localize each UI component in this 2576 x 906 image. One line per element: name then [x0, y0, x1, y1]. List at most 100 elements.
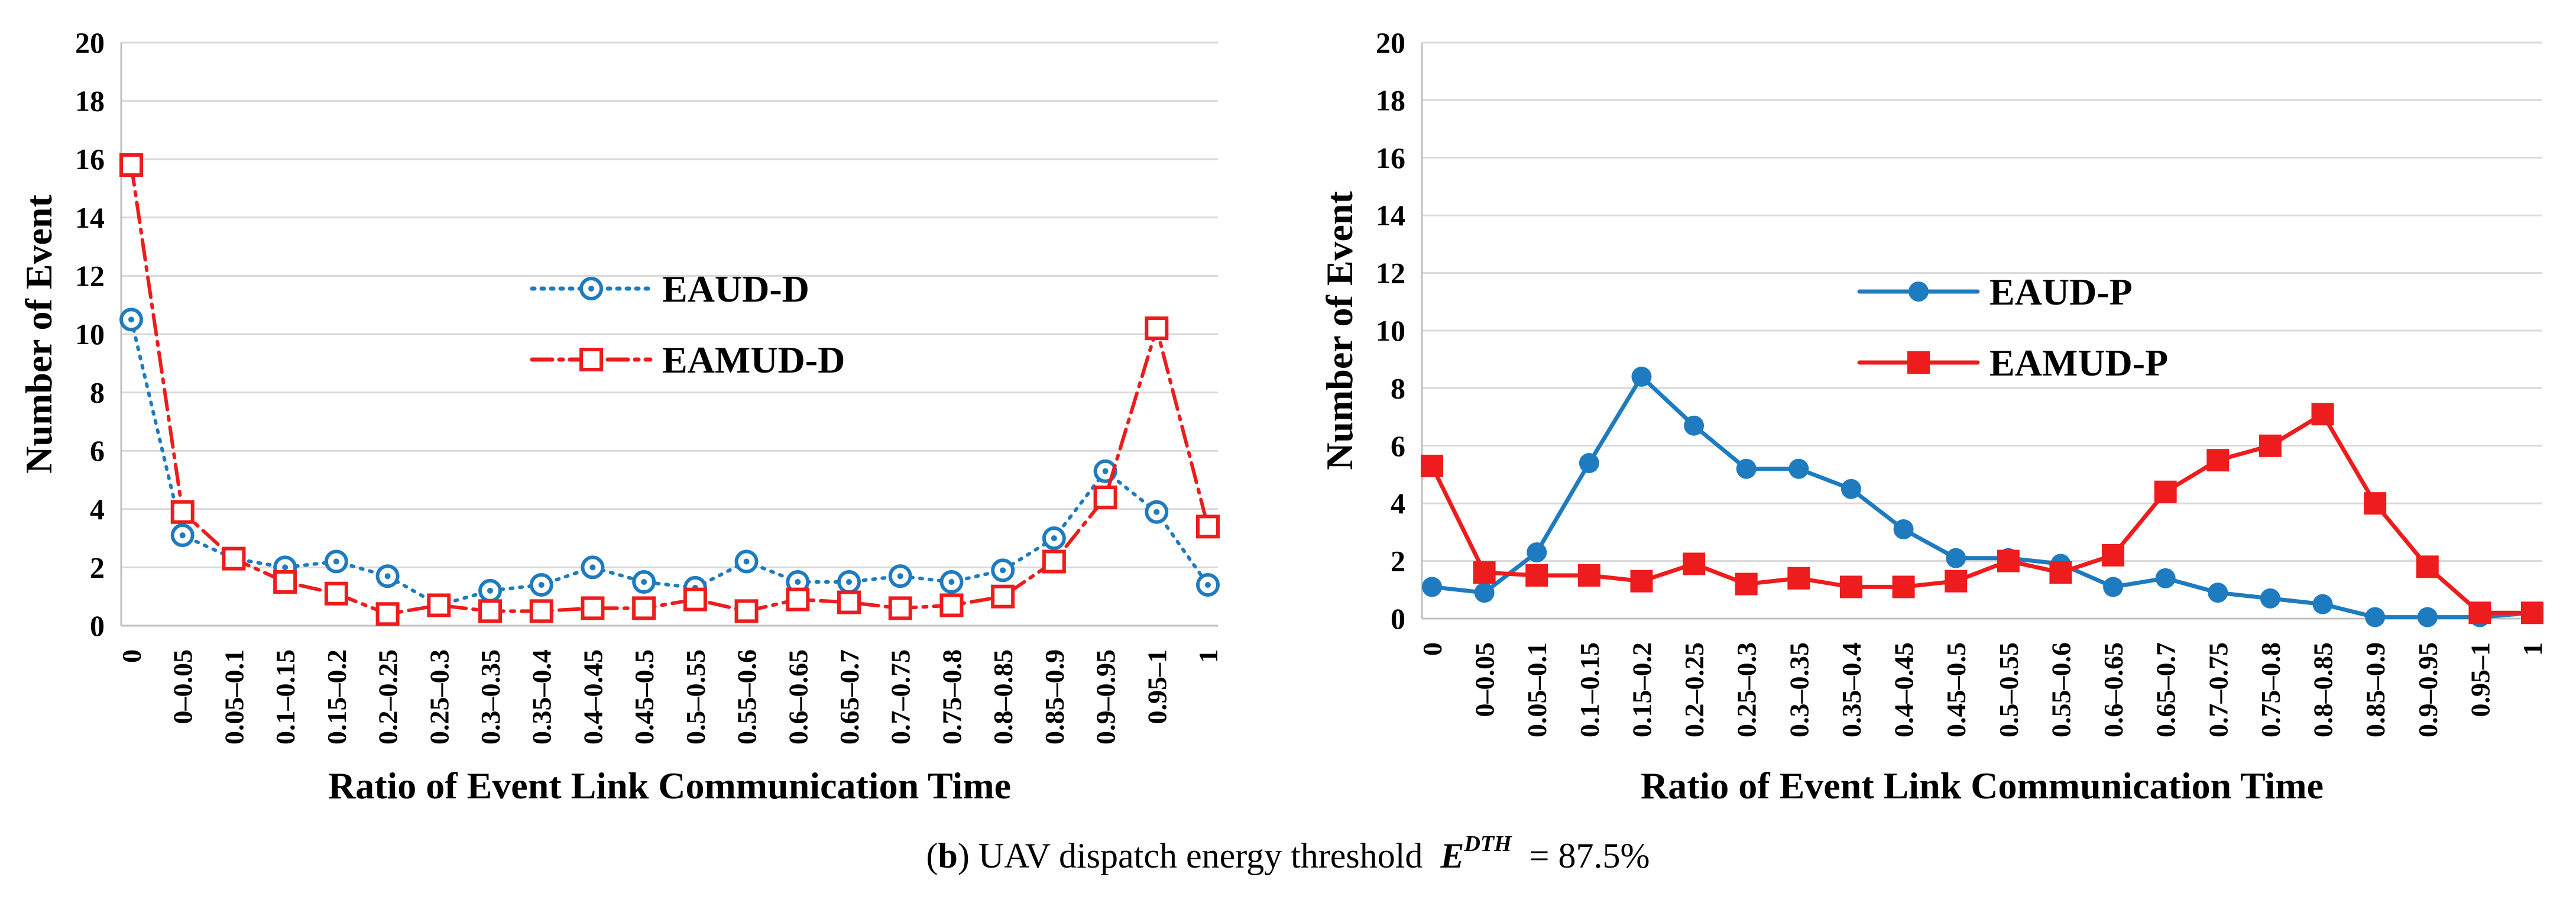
- legend-marker: [1907, 351, 1930, 374]
- x-tick-label: 0.5–0.55: [1994, 642, 2024, 737]
- data-point: [1997, 549, 2020, 572]
- y-axis-title: Number of Event: [1318, 190, 1360, 470]
- x-tick-label: 0.4–0.45: [578, 649, 608, 745]
- x-tick-label: 0.8–0.85: [2308, 642, 2338, 737]
- data-point: [734, 599, 759, 623]
- y-tick-label: 12: [1376, 257, 1405, 290]
- data-point: [2103, 577, 2124, 597]
- data-point: [2155, 568, 2176, 588]
- data-point: [478, 578, 502, 603]
- data-point: [1788, 458, 1809, 479]
- caption-superscript: DTH: [1464, 831, 1512, 856]
- marker-dot: [1051, 535, 1057, 542]
- data-point: [1945, 570, 1968, 593]
- data-point: [1527, 542, 1547, 562]
- data-point: [1841, 478, 1861, 499]
- caption-label: b: [938, 836, 958, 875]
- x-tick-label: 0.1–0.15: [270, 649, 300, 745]
- data-point: [1683, 552, 1706, 575]
- data-point: [222, 546, 246, 571]
- data-point: [478, 599, 502, 623]
- x-tick-label: 0.05–0.1: [1522, 642, 1552, 737]
- chart-2: 0 2 4 6 8 10 12 14 16 18 20 0 0–0.05 0.05–0.1 0.1–0.15…: [1318, 26, 2548, 807]
- x-tick-label: 0.85–0.9: [1039, 649, 1070, 745]
- data-point: [1577, 564, 1600, 587]
- marker-dot: [333, 558, 339, 565]
- data-point: [1042, 549, 1066, 574]
- data-point: [1422, 577, 1442, 597]
- data-point: [786, 587, 810, 611]
- marker-dot: [948, 579, 955, 585]
- data-point: [1042, 526, 1066, 551]
- x-tick-label: 0–0.05: [1470, 642, 1500, 717]
- y-tick-label: 18: [75, 85, 105, 118]
- legend-label: EAUD-D: [662, 268, 809, 310]
- x-tick-label: 1: [2517, 642, 2548, 656]
- data-point: [1630, 570, 1653, 593]
- marker-dot: [641, 579, 647, 585]
- x-tick-label: 1: [1193, 649, 1223, 663]
- y-tick-label: 10: [1376, 314, 1405, 347]
- y-tick-label: 12: [75, 259, 105, 292]
- data-point: [2521, 601, 2543, 625]
- x-tick-label: 0.35–0.4: [1836, 642, 1867, 737]
- data-point: [734, 549, 759, 574]
- data-point: [427, 593, 451, 617]
- data-point: [939, 593, 964, 617]
- y-tick-label: 16: [75, 143, 105, 176]
- marker-dot: [589, 564, 596, 571]
- x-tick-label: 0.35–0.4: [527, 649, 557, 745]
- data-point: [632, 570, 656, 594]
- data-point: [837, 590, 861, 614]
- series-line: [1430, 373, 2535, 620]
- x-tick-label: 0.45–0.5: [1941, 642, 1971, 737]
- data-point: [581, 555, 605, 580]
- x-tick-label: 0.3–0.35: [475, 649, 506, 745]
- data-point: [2206, 449, 2230, 472]
- data-point: [581, 596, 605, 620]
- x-tick-label: 0.1–0.15: [1574, 642, 1605, 737]
- data-point: [1839, 575, 1862, 598]
- legend-marker: [579, 348, 603, 371]
- x-tick-label: 0.85–0.9: [2360, 642, 2390, 737]
- y-tick-label: 0: [1391, 602, 1405, 635]
- marker-dot: [1102, 468, 1109, 474]
- y-tick-label: 20: [1376, 26, 1405, 59]
- data-point: [2468, 601, 2491, 625]
- x-tick-label: 0.2–0.25: [373, 649, 403, 745]
- x-tick-label: 0.45–0.5: [629, 649, 659, 745]
- data-point: [2311, 403, 2334, 426]
- data-point: [2365, 607, 2386, 627]
- data-point: [2364, 492, 2387, 515]
- data-point: [375, 602, 400, 626]
- x-tick-label: 0.3–0.35: [1784, 642, 1814, 737]
- y-tick-label: 8: [1391, 371, 1405, 405]
- y-tick-label: 8: [90, 376, 105, 409]
- data-point: [2416, 555, 2439, 578]
- x-tick-label: 0.15–0.2: [1626, 642, 1657, 737]
- marker-dot: [897, 573, 903, 580]
- x-tick-label: 0.5–0.55: [681, 649, 711, 745]
- marker-dot: [1000, 567, 1006, 574]
- data-point: [1893, 519, 1914, 540]
- data-point: [1787, 567, 1810, 590]
- y-tick-label: 6: [90, 434, 105, 467]
- data-point: [529, 599, 553, 623]
- legend-label: EAMUD-D: [662, 339, 845, 381]
- x-tick-label: 0.7–0.75: [2203, 642, 2233, 737]
- data-point: [1473, 561, 1496, 584]
- marker-dot: [538, 581, 545, 588]
- x-tick-label: 0.6–0.65: [2098, 642, 2128, 737]
- caption-symbol: E: [1440, 836, 1464, 875]
- marker-dot: [846, 579, 852, 585]
- series-eamud-d: EAMUD-D: [119, 153, 1220, 626]
- y-axis-title: Number of Event: [18, 194, 60, 473]
- data-point: [888, 596, 912, 620]
- x-tick-label: 0.65–0.7: [2151, 642, 2181, 737]
- x-tick-label: 0.9–0.95: [1091, 649, 1121, 745]
- marker-dot: [1205, 581, 1211, 588]
- legend-marker: [1908, 281, 1929, 302]
- y-tick-label: 4: [1391, 487, 1405, 520]
- data-point: [991, 558, 1015, 583]
- marker-dot: [487, 587, 493, 594]
